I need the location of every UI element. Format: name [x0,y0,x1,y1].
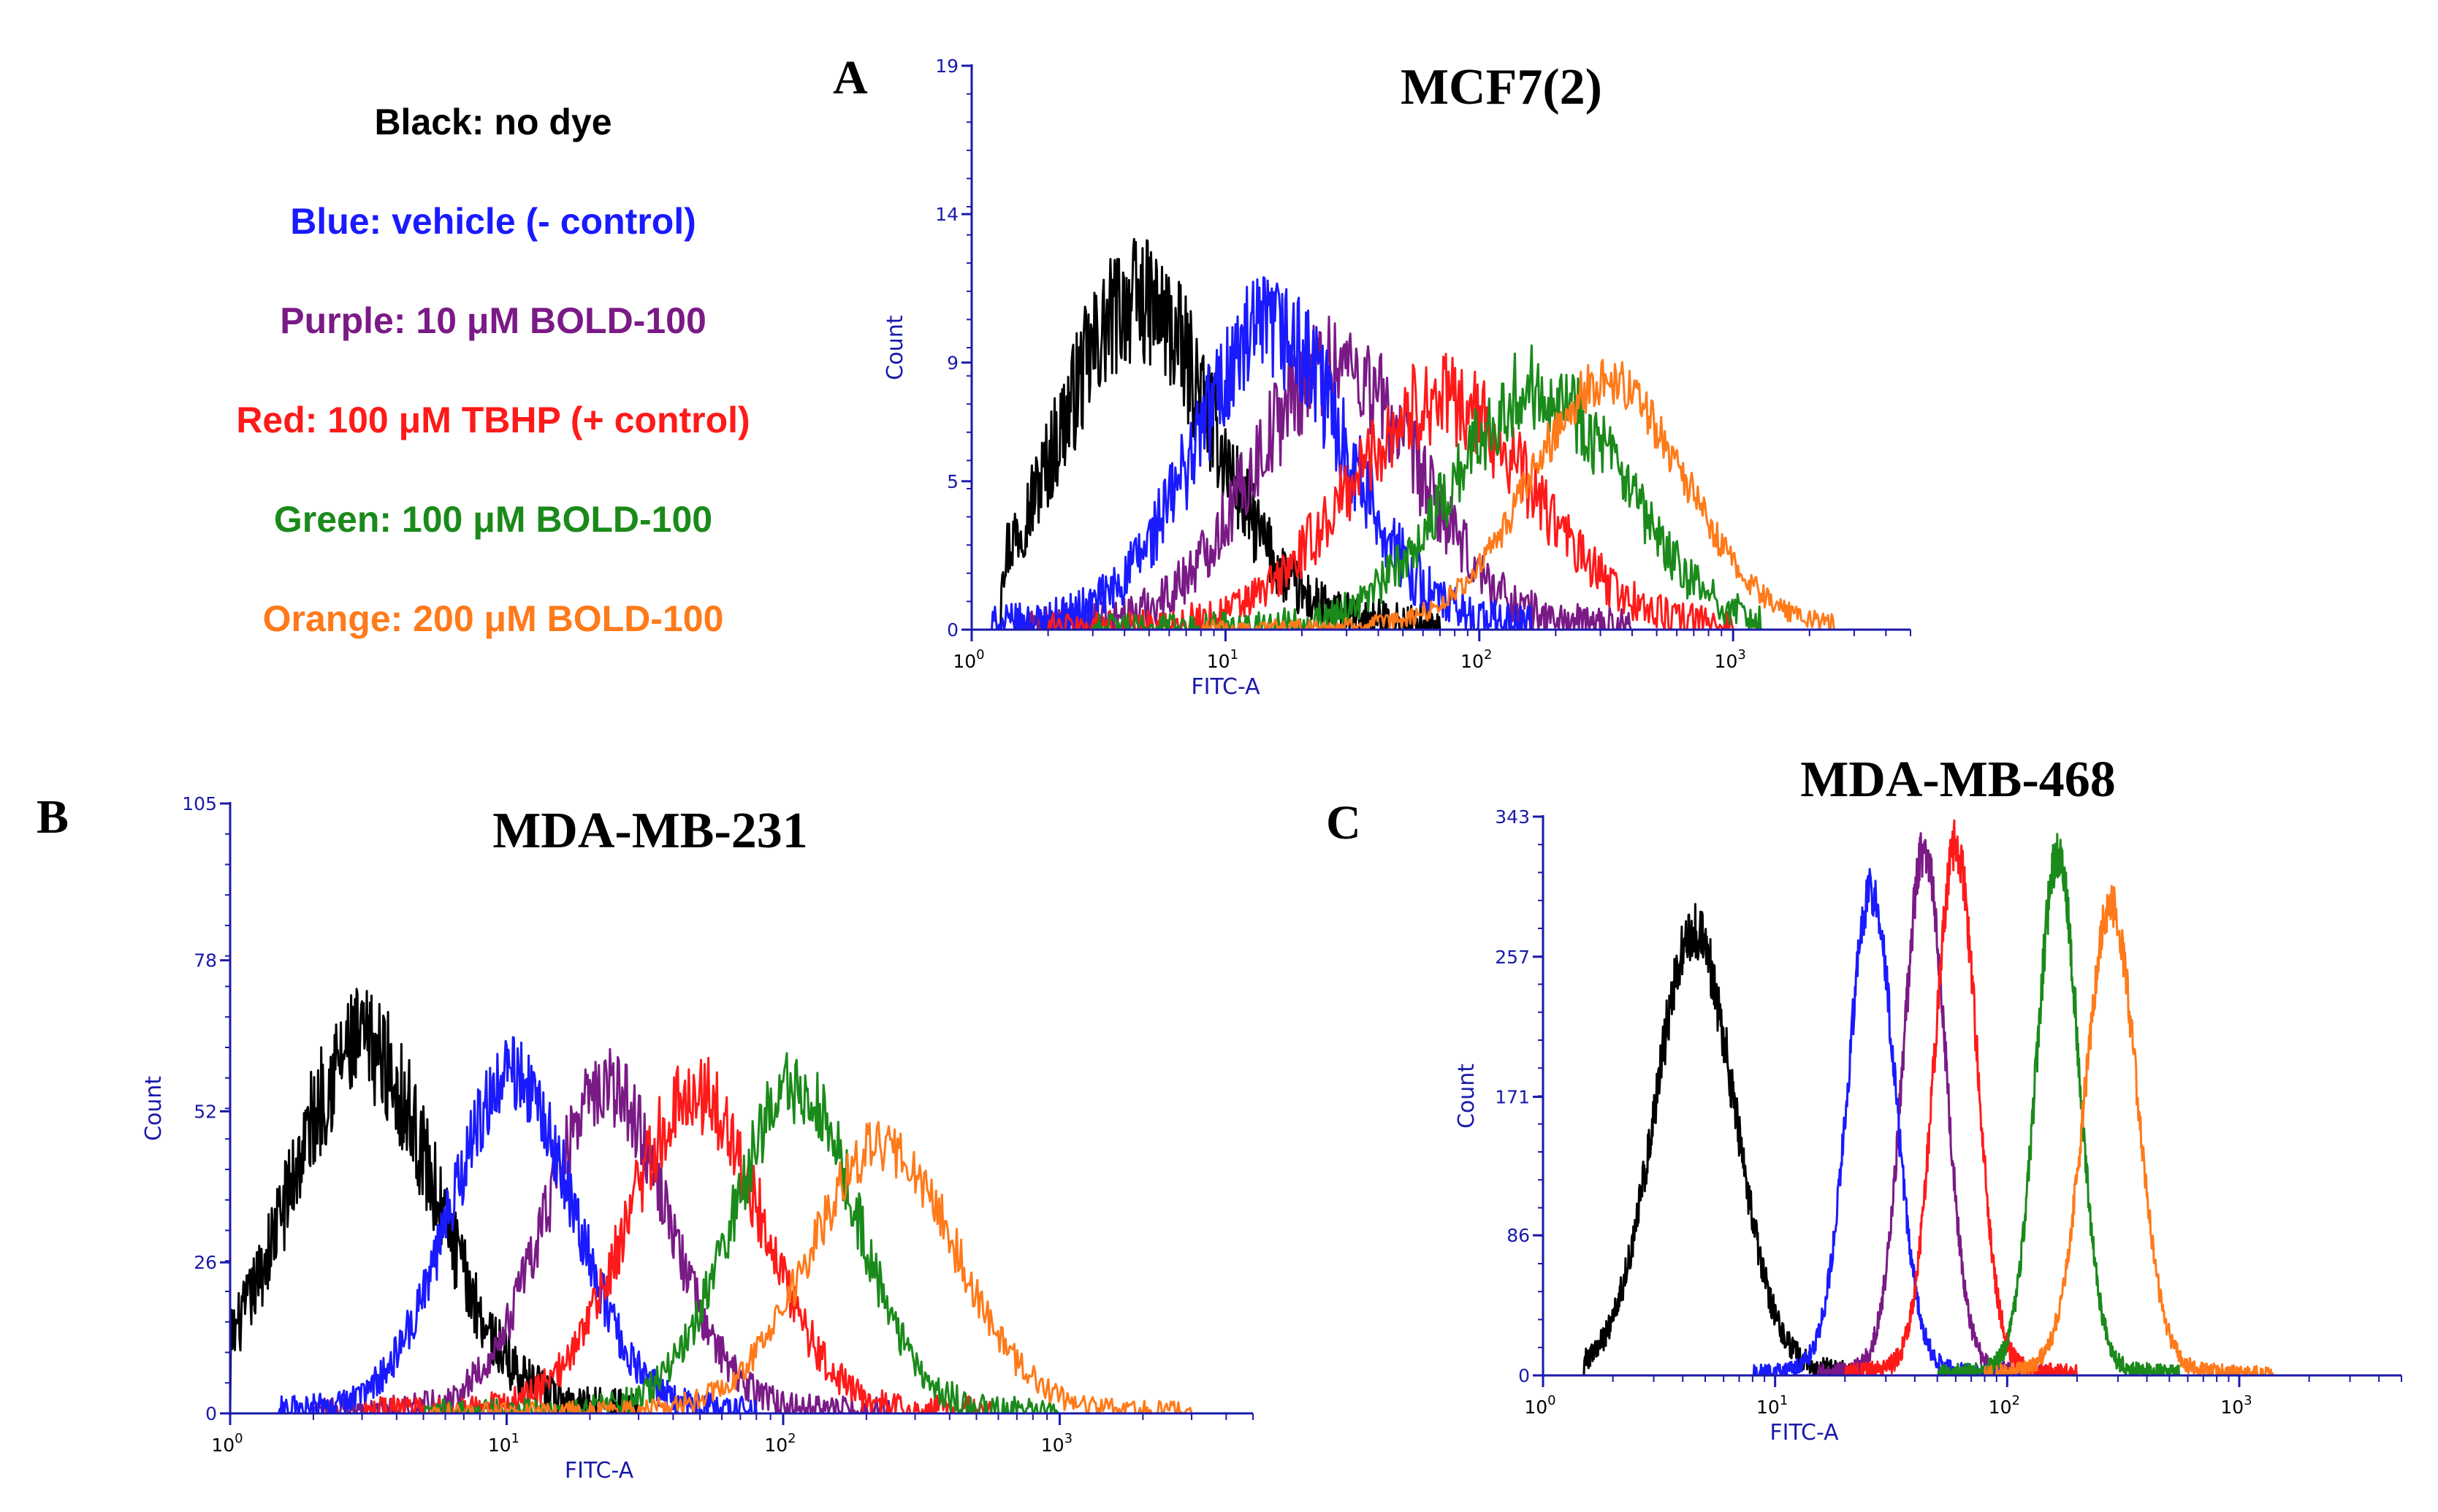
series-line-red [362,1056,999,1413]
x-tick-exponent: 3 [1737,647,1745,663]
x-tick-exponent: 2 [788,1431,796,1446]
x-tick-exponent: 3 [1064,1431,1073,1446]
legend: Black: no dye Blue: vehicle (- control) … [236,102,750,639]
x-tick-label: 103 [1041,1431,1073,1456]
x-tick-exponent: 3 [2244,1393,2252,1408]
x-axis-label: FITC-A [1191,674,1260,700]
series-group-c [1582,819,2274,1375]
y-axis-label: Count [883,315,908,380]
y-tick-label: 19 [935,56,959,77]
y-tick-label: 0 [1518,1365,1530,1386]
x-axis-label: FITC-A [1770,1420,1839,1446]
panel-letter-a: A [833,51,868,104]
panel-letter-c: C [1326,796,1361,849]
panel-letter-b: B [37,790,69,844]
series-line-green [423,1052,1060,1413]
y-axis-label: Count [1454,1064,1479,1129]
y-tick-label: 26 [194,1252,217,1273]
panel-title-c: MDA-MB-468 [1800,752,2116,808]
legend-item-orange: Orange: 200 μM BOLD-100 [263,598,724,639]
x-tick-exponent: 1 [1780,1393,1788,1408]
x-tick-exponent: 0 [1547,1393,1555,1408]
x-tick-exponent: 0 [235,1431,243,1446]
y-tick-label: 5 [947,471,959,492]
x-tick-exponent: 1 [1230,647,1238,663]
y-tick-label: 343 [1495,806,1530,828]
y-tick-label: 52 [194,1101,217,1122]
x-axis-label: FITC-A [565,1458,634,1484]
y-tick-label: 78 [194,950,217,971]
legend-item-green: Green: 100 μM BOLD-100 [274,499,712,540]
y-tick-label: 14 [935,204,959,225]
panel-title-a: MCF7(2) [1401,59,1602,115]
series-line-red [1844,819,2078,1375]
y-axis-label: Count [141,1076,167,1141]
series-line-orange [1200,359,1835,630]
series-line-purple [312,1047,894,1413]
x-tick-exponent: 0 [976,647,984,663]
y-tick-label: 86 [1506,1225,1530,1246]
legend-item-red: Red: 100 μM TBHP (+ control) [236,400,750,440]
legend-item-purple: Purple: 10 μM BOLD-100 [280,300,706,341]
x-tick-exponent: 2 [1484,647,1492,663]
x-tick-exponent: 2 [2011,1393,2019,1408]
y-tick-label: 105 [182,793,217,814]
series-line-green [1936,833,2180,1375]
y-tick-label: 0 [947,619,959,641]
y-tick-label: 171 [1495,1087,1530,1108]
panel-title-b: MDA-MB-231 [492,803,808,859]
y-tick-label: 0 [205,1403,217,1424]
legend-item-blue: Blue: vehicle (- control) [290,201,696,242]
series-line-black [230,988,640,1413]
y-tick-label: 257 [1495,947,1530,968]
y-tick-label: 9 [947,352,959,373]
series-line-blue [991,276,1533,630]
series-group-a [991,237,1835,630]
series-line-blue [278,1036,758,1413]
legend-item-black: Black: no dye [374,102,612,142]
x-tick-exponent: 1 [511,1431,519,1446]
